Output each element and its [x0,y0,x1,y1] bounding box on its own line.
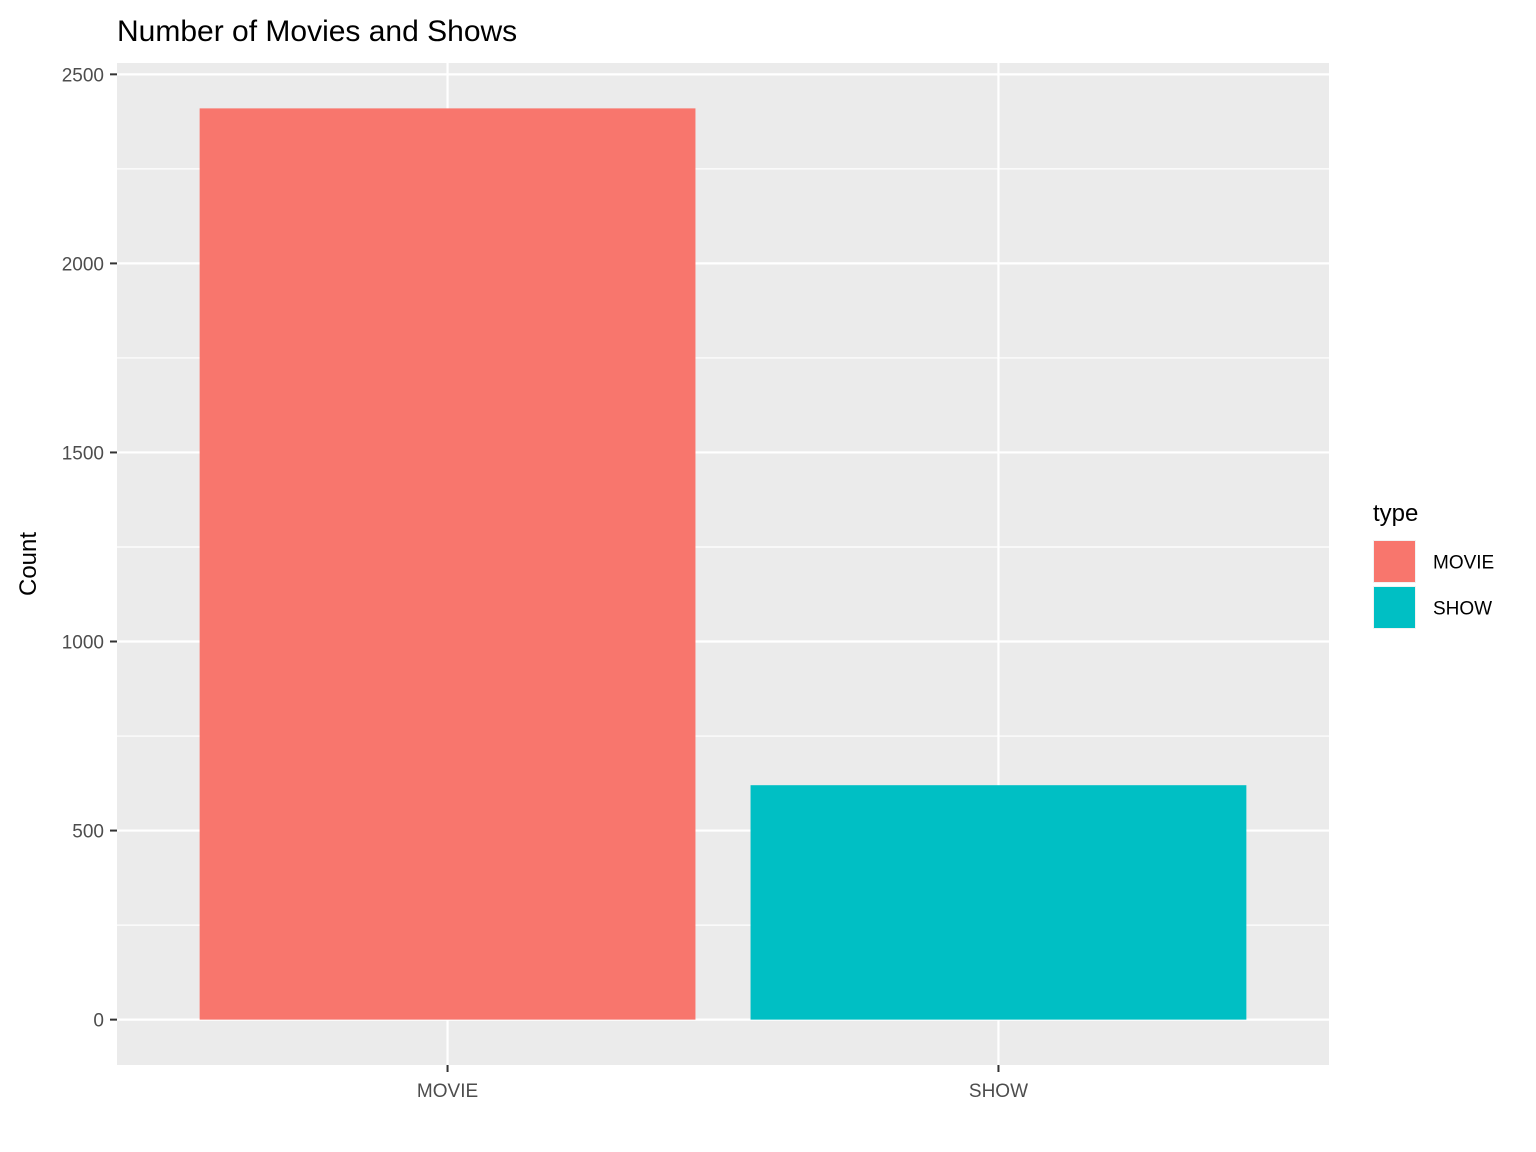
y-tick-label: 0 [93,1011,104,1032]
y-tick-label: 2500 [62,65,104,86]
chart-title: Number of Movies and Shows [117,15,517,48]
legend-label-movie: MOVIE [1433,553,1494,574]
x-axis: MOVIE SHOW [417,1065,1028,1102]
x-tick-label: MOVIE [417,1081,478,1102]
legend: type MOVIE SHOW [1373,500,1494,629]
y-tick-label: 2000 [62,254,104,275]
bars [199,108,1247,1020]
y-tick-label: 1500 [62,443,104,464]
bar-show [750,785,1247,1020]
legend-swatch-movie [1374,541,1415,582]
y-tick-label: 1000 [62,633,104,654]
y-axis: 0 500 1000 1500 2000 2500 [62,65,117,1032]
legend-label-show: SHOW [1433,599,1492,620]
y-axis-title: Count [15,532,42,596]
y-tick-label: 500 [72,822,104,843]
legend-swatch-show [1374,587,1415,628]
bar-movie [199,108,696,1020]
legend-title: type [1373,500,1418,527]
x-tick-label: SHOW [969,1081,1028,1102]
